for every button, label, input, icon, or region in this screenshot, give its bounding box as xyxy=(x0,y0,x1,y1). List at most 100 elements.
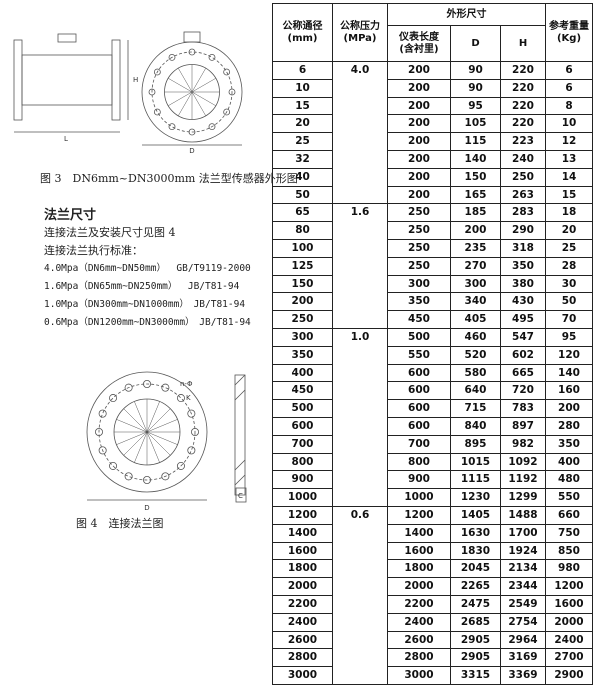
weight-cell: 140 xyxy=(545,363,593,383)
d-cell: 95 xyxy=(450,96,501,116)
length-cell: 2400 xyxy=(387,612,451,632)
drawing-stroke xyxy=(146,419,178,433)
length-cell: 600 xyxy=(387,381,451,401)
d-cell: 185 xyxy=(450,203,501,223)
length-cell: 700 xyxy=(387,434,451,454)
diameter-cell: 600 xyxy=(272,416,333,436)
length-cell: 300 xyxy=(387,274,451,294)
text-line: 连接法兰执行标准： xyxy=(44,244,143,257)
table-row: 50 200 165 263 15 xyxy=(272,185,593,205)
dimension-label: H xyxy=(133,76,138,84)
weight-cell: 660 xyxy=(545,505,593,525)
h-cell: 1092 xyxy=(500,452,546,472)
length-cell: 2000 xyxy=(387,577,451,596)
length-cell: 600 xyxy=(387,399,451,418)
weight-cell: 480 xyxy=(545,470,593,490)
d-cell: 1115 xyxy=(450,470,501,490)
weight-cell: 70 xyxy=(545,310,593,329)
length-cell: 500 xyxy=(387,327,451,347)
length-cell: 1600 xyxy=(387,541,451,561)
d-cell: 2475 xyxy=(450,594,501,614)
standard-line: 4.0Mpa（DN6mm~DN50mm） GB/T9119-2000 xyxy=(44,263,251,274)
d-cell: 1830 xyxy=(450,541,501,561)
drawing-stroke xyxy=(208,53,216,61)
table-row: 2600 2600 2905 2964 2400 xyxy=(272,630,593,650)
dimension-label: D xyxy=(144,504,149,512)
drawing-stroke xyxy=(124,383,133,392)
table-row: 2800 2800 2905 3169 2700 xyxy=(272,648,593,668)
figure-3-caption: 图 3 DN6mm~DN3000mm 法兰型传感器外形图 xyxy=(40,172,298,185)
drawing-stroke xyxy=(187,446,196,455)
diameter-cell: 1000 xyxy=(272,488,333,507)
weight-cell: 30 xyxy=(545,274,593,294)
drawing-stroke xyxy=(109,461,118,470)
drawing-stroke xyxy=(178,68,193,93)
weight-cell: 350 xyxy=(545,434,593,454)
table-row: 6 4.0 200 90 220 6 xyxy=(272,60,593,205)
drawing-stroke xyxy=(161,472,170,481)
table-row: 300 1.0 500 460 547 95 xyxy=(272,327,593,507)
table-row: 100 250 235 318 25 xyxy=(272,238,593,258)
text-line: 连接法兰及安装尺寸见图 4 xyxy=(44,226,176,239)
length-cell: 200 xyxy=(387,167,451,187)
length-cell: 250 xyxy=(387,256,451,276)
d-cell: 580 xyxy=(450,363,501,383)
length-cell: 350 xyxy=(387,292,451,312)
weight-cell: 6 xyxy=(545,78,593,98)
figure-3-front-view xyxy=(141,31,243,146)
drawing-stroke xyxy=(190,427,199,436)
d-cell: 90 xyxy=(450,78,501,98)
length-cell: 600 xyxy=(387,363,451,383)
pressure-cell: 1.0 xyxy=(332,327,388,507)
h-cell: 2754 xyxy=(500,612,546,632)
drawing-stroke xyxy=(123,431,148,456)
diameter-cell: 300 xyxy=(272,327,333,347)
drawing-stroke xyxy=(146,401,160,433)
header-text: 公称通径 xyxy=(282,20,323,32)
length-cell: 1400 xyxy=(387,523,451,543)
drawing-stroke xyxy=(86,371,208,493)
weight-cell: 400 xyxy=(545,452,593,472)
diameter-cell: 2800 xyxy=(272,648,333,668)
table-row: 1400 1400 1630 1700 750 xyxy=(272,523,593,543)
length-cell: 200 xyxy=(387,185,451,205)
diameter-cell: 65 xyxy=(272,203,333,223)
table-row: 2200 2200 2475 2549 1600 xyxy=(272,594,593,614)
table-row: 25 200 115 223 12 xyxy=(272,132,593,151)
length-cell: 800 xyxy=(387,452,451,472)
h-cell: 220 xyxy=(500,96,546,116)
header-cell: 仪表长度 (含衬里) xyxy=(387,25,451,62)
h-cell: 897 xyxy=(500,416,546,436)
drawing-stroke xyxy=(116,431,148,445)
drawing-stroke xyxy=(176,394,185,403)
h-cell: 223 xyxy=(500,132,546,151)
table-row: 150 300 300 380 30 xyxy=(272,274,593,294)
weight-cell: 2400 xyxy=(545,630,593,650)
table-row: 125 250 270 350 28 xyxy=(272,256,593,276)
drawing-stroke xyxy=(148,88,156,96)
length-cell: 600 xyxy=(387,416,451,436)
header-text: 公称压力 xyxy=(340,20,380,32)
diameter-cell: 40 xyxy=(272,167,333,187)
table-row: 2400 2400 2685 2754 2000 xyxy=(272,612,593,632)
h-cell: 1924 xyxy=(500,541,546,561)
drawing-stroke xyxy=(178,91,193,116)
figure-4-caption: 图 4 连接法兰图 xyxy=(76,517,164,530)
d-cell: 460 xyxy=(450,327,501,347)
table-row: 450 600 640 720 160 xyxy=(272,381,593,401)
header-cell: H xyxy=(500,25,546,62)
table-row: 600 600 840 897 280 xyxy=(272,416,593,436)
table-row: 1800 1800 2045 2134 980 xyxy=(272,559,593,579)
drawing-stroke xyxy=(124,472,133,481)
h-cell: 2964 xyxy=(500,630,546,650)
h-cell: 430 xyxy=(500,292,546,312)
header-unit: (MPa) xyxy=(343,32,377,44)
standard-line: 0.6Mpa（DN1200mm~DN3000mm） JB/T81-94 xyxy=(44,317,251,328)
weight-cell: 6 xyxy=(545,61,593,80)
diameter-cell: 2200 xyxy=(272,594,333,614)
h-cell: 982 xyxy=(500,434,546,454)
d-cell: 2685 xyxy=(450,612,501,632)
diameter-cell: 200 xyxy=(272,292,333,312)
table-row: 10 200 90 220 6 xyxy=(272,78,593,98)
diameter-cell: 125 xyxy=(272,256,333,276)
